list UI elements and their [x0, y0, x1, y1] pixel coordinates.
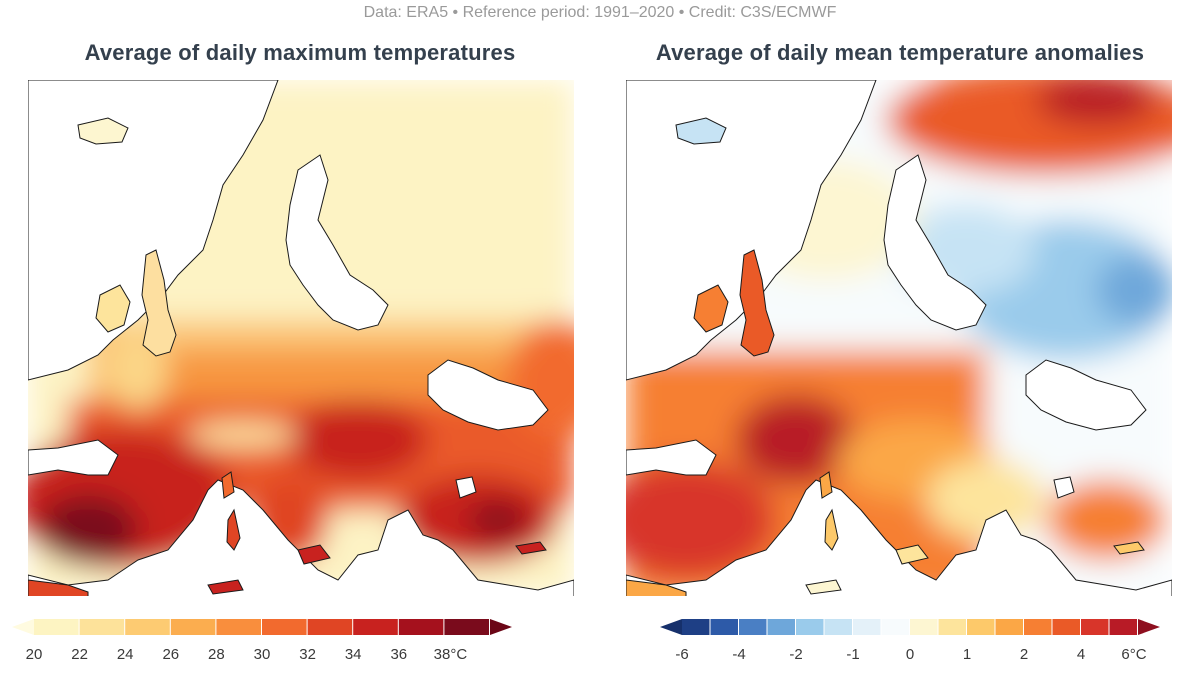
colorbar-swatch — [995, 619, 1023, 635]
land-outlines — [28, 117, 547, 596]
colorbar-tick-label: 24 — [116, 646, 134, 663]
colorbar-tick-label: 2 — [1019, 646, 1029, 663]
colorbar-tick-label: 1 — [962, 646, 972, 663]
colorbar-swatch — [216, 619, 261, 635]
colorbar-tick-label: 30 — [253, 646, 271, 663]
colorbar-swatch — [796, 619, 824, 635]
colorbar-swatch — [307, 619, 353, 635]
colorbar-swatch — [1052, 619, 1080, 635]
colorbar-tick-label: -4 — [732, 646, 746, 663]
colorbar-swatch — [710, 619, 738, 635]
colorbar-swatch — [967, 619, 995, 635]
colorbar-temperature-anomaly — [660, 619, 1160, 635]
colorbar-swatch — [881, 619, 909, 635]
map-title: Average of daily mean temperature anomal… — [655, 40, 1145, 65]
colorbar-tick-label: 20 — [25, 646, 43, 663]
colorbar-tick-label: 28 — [208, 646, 225, 663]
colorbar-tick-label: 4 — [1076, 646, 1086, 663]
colorbar-swatch — [739, 619, 767, 635]
colorbar-tick-label: 36 — [390, 646, 408, 663]
colorbar-swatch — [353, 619, 398, 635]
colorbar-over-arrow — [1138, 619, 1160, 635]
colorbar-swatch — [125, 619, 170, 635]
colorbar-tick-label: 0 — [905, 646, 915, 663]
panel-max-temperature: Average of daily maximum temperatures — [12, 40, 574, 666]
colorbar-swatch — [79, 619, 125, 635]
colorbar-under-arrow — [660, 619, 682, 635]
credit-line: Data: ERA5 • Reference period: 1991–2020… — [363, 4, 837, 21]
colorbar-max-temperature — [12, 619, 512, 635]
colorbar-swatch — [398, 619, 444, 635]
colorbar-tick-label: -2 — [789, 646, 803, 663]
colorbar-tick-label: -1 — [846, 646, 860, 663]
colorbar-swatch — [170, 619, 216, 635]
colorbar-swatch — [767, 619, 795, 635]
colorbar-swatch — [444, 619, 489, 635]
colorbar-swatch — [682, 619, 710, 635]
colorbar-swatch — [910, 619, 938, 635]
map-max-temperature — [28, 80, 574, 596]
land-outlines — [626, 117, 1145, 596]
colorbar-swatch — [262, 619, 307, 635]
colorbar-over-arrow — [490, 619, 512, 635]
map-temperature-anomaly — [626, 80, 1172, 596]
colorbar-tick-label: 38°C — [433, 646, 468, 663]
colorbar-under-arrow — [12, 619, 34, 635]
colorbar-swatch — [1109, 619, 1137, 635]
colorbar-tick-label: 34 — [344, 646, 362, 663]
colorbar-swatch — [824, 619, 852, 635]
colorbar-swatch — [34, 619, 79, 635]
colorbar-tick-label: 6°C — [1121, 646, 1147, 663]
sea-areas — [28, 80, 574, 596]
colorbar-swatch — [938, 619, 966, 635]
panel-temperature-anomaly: Average of daily mean temperature anomal… — [600, 0, 1200, 675]
colorbar-swatch — [853, 619, 881, 635]
colorbar-tick-labels: 20 22 24 26 28 30 32 34 36 38°C — [12, 646, 512, 666]
colorbar-tick-label: -6 — [675, 646, 689, 663]
colorbar-tick-label: 26 — [162, 646, 180, 663]
colorbar-tick-labels: -6 -4 -2 -1 0 1 2 4 6°C — [660, 646, 1160, 666]
colorbar-swatch — [1081, 619, 1109, 635]
colorbar-tick-label: 32 — [299, 646, 316, 663]
sea-areas — [626, 80, 1172, 596]
map-title: Average of daily maximum temperatures — [84, 40, 516, 65]
colorbar-tick-label: 22 — [71, 646, 88, 663]
colorbar-swatch — [1024, 619, 1052, 635]
